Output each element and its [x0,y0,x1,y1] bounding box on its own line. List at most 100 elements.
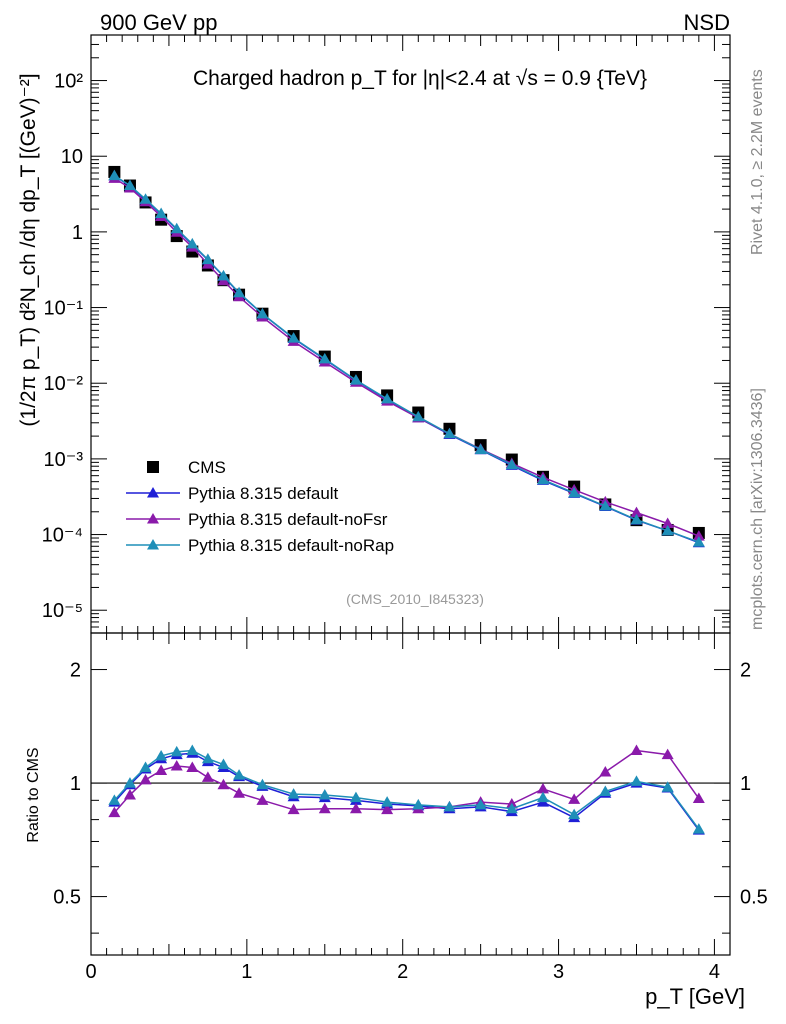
ratio-series-layer [108,744,705,835]
ratio-data-point [233,787,246,798]
ratio-data-point [186,761,199,772]
ratio-data-point [412,798,425,810]
main-y-tick-label: 10⁻⁵ [42,600,83,622]
main-series-3 [108,169,705,547]
main-series-line [113,177,700,537]
ratio-data-point [217,758,230,770]
ratio-y-tick-label: 1 [70,773,81,795]
ratio-data-point [123,777,136,788]
legend: CMS Pythia 8.315 default Pythia 8.315 defa… [126,458,394,555]
ratio-data-point [170,745,183,757]
mc-data-point [349,374,362,385]
ratio-data-point [536,791,549,803]
ratio-plot-frame [90,632,731,956]
header-left-label: 900 GeV pp [100,10,217,35]
main-series-line [113,174,700,543]
ratio-data-point [568,793,581,804]
ratio-data-point [139,773,152,785]
x-tick-label: 0 [85,961,96,983]
mc-data-point [505,458,518,470]
main-axis-ticks [90,34,731,633]
legend-marker-triangle [147,513,159,524]
ratio-data-point [217,778,230,790]
main-y-tick-label: 10⁻³ [44,449,84,471]
ratio-data-point [155,749,168,761]
mc-data-point [170,222,183,234]
legend-marker-triangle [147,487,159,498]
mc-data-point [318,352,331,364]
main-y-tick-label: 10² [54,71,83,93]
ratio-panel: 0.5 0.5 1 1 2 2 0 1 2 3 4 Ratio to CMS p_T [GeV] [25,632,768,1009]
ratio-data-point [599,785,612,796]
legend-label: Pythia 8.315 default [188,484,339,503]
ratio-data-point [318,802,331,814]
mc-data-point [139,193,152,204]
mc-data-point [217,269,230,281]
ratio-data-point [630,744,643,755]
ratio-data-point [155,764,168,775]
main-y-tick-label: 10⁻¹ [44,298,84,320]
x-tick-label: 4 [709,961,720,983]
legend-item: Pythia 8.315 default-noFsr [126,510,388,529]
ratio-data-point [170,759,183,771]
mc-data-point [568,486,581,498]
ratio-data-point [186,744,199,755]
ratio-data-point [287,803,300,815]
legend-marker-triangle [147,539,159,550]
legend-marker-square [147,461,159,473]
analysis-id: (CMS_2010_I845323) [346,591,484,607]
ratio-data-point [349,791,362,803]
ratio-y-tick-label: 0.5 [53,887,81,909]
mc-data-point [536,473,549,485]
mc-data-point [123,179,136,191]
ratio-data-point [661,748,674,760]
ratio-data-point [661,781,674,792]
ratio-series-0 [108,747,705,835]
ratio-data-point [381,796,394,807]
ratio-data-point [287,788,300,799]
main-y-tick-labels: 10⁻⁵ 10⁻⁴ 10⁻³ 10⁻² 10⁻¹ 1 10 10² [42,71,84,623]
source-url-label: mcplots.cern.ch [arXiv:1306.3436] [749,388,766,630]
ratio-series-line [113,752,700,831]
main-panel: 10⁻⁵ 10⁻⁴ 10⁻³ 10⁻² 10⁻¹ 1 10 10² Charged hadro… [17,34,731,634]
main-plot-frame [90,34,731,634]
x-axis-label: p_T [GeV] [645,984,745,1009]
main-y-axis-label: (1/2π p_T) d²N_ch /dη dp_T [(GeV)⁻²] [17,73,40,426]
ratio-y-tick-label-right: 1 [740,773,751,795]
mc-data-point [630,506,643,518]
rivet-version-label: Rivet 4.1.0, ≥ 2.2M events [749,69,766,255]
main-series-layer [108,165,705,548]
ratio-data-point [108,794,121,805]
ratio-series-line [113,749,700,830]
ratio-data-point [692,823,705,834]
ratio-data-point [692,792,705,804]
mc-data-point [661,524,674,536]
mc-data-point [186,237,199,249]
ratio-data-point [568,808,581,820]
ratio-data-point [233,769,246,780]
ratio-data-point [318,788,331,800]
legend-label: Pythia 8.315 default-noFsr [188,510,388,529]
main-y-tick-label: 10⁻⁴ [42,525,83,547]
ratio-series-1 [108,744,705,818]
ratio-data-point [108,806,121,818]
mc-data-point [233,286,246,298]
ratio-y-tick-labels: 0.5 0.5 1 1 2 2 [53,660,768,909]
ratio-y-axis-label: Ratio to CMS [25,747,42,842]
mc-data-point [443,427,456,439]
x-tick-label: 1 [241,961,252,983]
mc-data-point [287,332,300,343]
ratio-y-tick-label-right: 2 [740,660,751,682]
mc-data-point [474,443,487,455]
ratio-data-point [630,775,643,786]
ratio-data-point [381,803,394,815]
x-tick-label: 3 [553,961,564,983]
mc-data-point [256,307,269,319]
legend-label: Pythia 8.315 default-noRap [188,536,394,555]
ratio-series-2 [108,744,705,834]
ratio-y-tick-label: 2 [70,660,81,682]
ratio-data-point [123,788,136,800]
legend-label: CMS [188,458,226,477]
legend-item: Pythia 8.315 default [126,484,339,503]
ratio-data-point [443,800,456,812]
